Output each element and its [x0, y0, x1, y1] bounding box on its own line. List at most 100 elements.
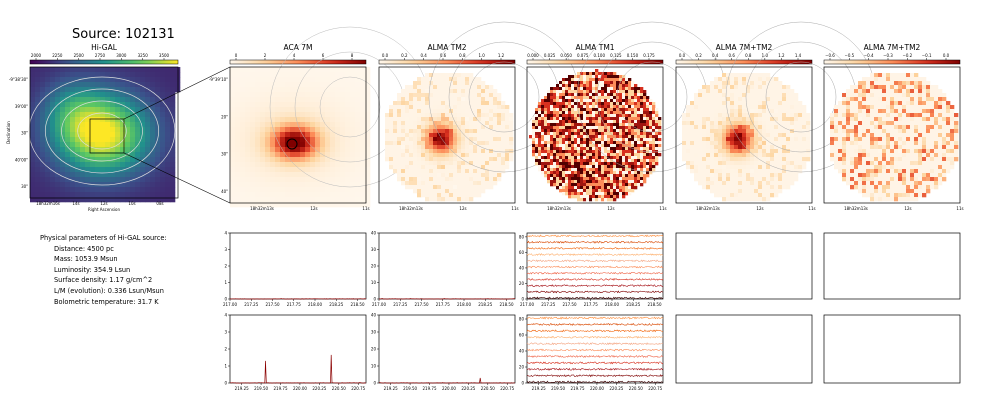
pixel [75, 112, 81, 118]
pixel [250, 142, 256, 148]
pixel [598, 135, 602, 139]
pixel [604, 72, 608, 76]
pixel [577, 195, 581, 199]
pixel [285, 172, 291, 178]
pixel [607, 138, 611, 142]
pixel [290, 117, 296, 123]
pixel [738, 73, 743, 78]
pixel [604, 111, 608, 115]
pixel [640, 141, 644, 145]
pixel [295, 177, 301, 183]
pixel [425, 97, 430, 102]
pixel [706, 93, 711, 98]
pixel [758, 181, 763, 186]
pixel [75, 197, 81, 203]
pixel [722, 153, 727, 158]
pixel [730, 89, 735, 94]
pixel [330, 162, 336, 168]
pixel [35, 102, 41, 108]
pixel [625, 162, 629, 166]
pixel [574, 114, 578, 118]
pixel [762, 121, 767, 126]
pixel [401, 169, 406, 174]
pixel [574, 177, 578, 181]
pixel [750, 125, 755, 130]
pixel [120, 102, 126, 108]
pixel [550, 153, 554, 157]
pixel [393, 117, 398, 122]
pixel [493, 169, 498, 174]
pixel [613, 168, 617, 172]
pixel [758, 141, 763, 146]
pixel [778, 165, 783, 170]
pixel [330, 157, 336, 163]
pixel [457, 149, 462, 154]
pixel [592, 120, 596, 124]
pixel [750, 85, 755, 90]
pixel [559, 87, 563, 91]
pixel [631, 177, 635, 181]
pixel [477, 153, 482, 158]
pixel [453, 81, 458, 86]
pixel [631, 84, 635, 88]
pixel [574, 156, 578, 160]
pixel [40, 172, 46, 178]
pixel [598, 180, 602, 184]
pixel [250, 122, 256, 128]
panel-frame [29, 66, 179, 199]
pixel [135, 127, 141, 133]
pixel [532, 147, 536, 151]
pixel [335, 72, 341, 78]
pixel [580, 87, 584, 91]
pixel [140, 92, 146, 98]
pixel [589, 117, 593, 121]
pixel [690, 117, 695, 122]
pixel [577, 189, 581, 193]
pixel [770, 181, 775, 186]
pixel [429, 101, 434, 106]
pixel [592, 126, 596, 130]
pixel [625, 192, 629, 196]
pixel [397, 141, 402, 146]
pixel [619, 192, 623, 196]
pixel [595, 171, 599, 175]
pixel [682, 121, 687, 126]
pixel [240, 202, 246, 208]
pixel [766, 77, 771, 82]
pixel [553, 150, 557, 154]
pixel [565, 162, 569, 166]
pixel [568, 111, 572, 115]
pixel [595, 141, 599, 145]
pixel [559, 117, 563, 121]
pixel [553, 93, 557, 97]
pixel [50, 102, 56, 108]
pixel [601, 72, 605, 76]
pixel [698, 137, 703, 142]
pixel [568, 177, 572, 181]
pixel [270, 102, 276, 108]
pixel [489, 161, 494, 166]
pixel [250, 102, 256, 108]
pixel [762, 129, 767, 134]
pixel [601, 183, 605, 187]
pixel [481, 173, 486, 178]
pixel [140, 152, 146, 158]
pixel [577, 162, 581, 166]
pixel [160, 77, 166, 83]
pixel [429, 173, 434, 178]
pixel [245, 82, 251, 88]
pixel [110, 67, 116, 73]
pixel [766, 197, 771, 202]
pixel [592, 186, 596, 190]
pixel [265, 127, 271, 133]
pixel [574, 123, 578, 127]
pixel [589, 72, 593, 76]
pixel [477, 185, 482, 190]
pixel [280, 82, 286, 88]
pixel [320, 77, 326, 83]
pixel [577, 141, 581, 145]
pixel [350, 72, 356, 78]
pixel [85, 157, 91, 163]
pixel [754, 105, 759, 110]
pixel [568, 180, 572, 184]
